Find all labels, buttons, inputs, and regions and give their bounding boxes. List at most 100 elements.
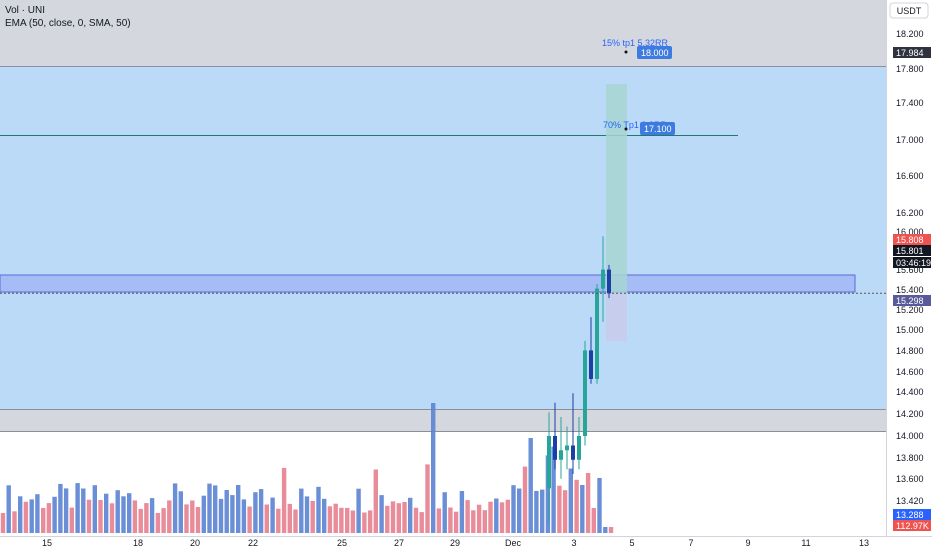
volume-bar — [18, 496, 23, 533]
price-badge — [893, 509, 931, 520]
volume-bar — [574, 479, 579, 533]
price-badge-text: 112.97K — [896, 521, 929, 531]
volume-bar — [167, 500, 172, 533]
price-badge — [893, 257, 931, 268]
volume-bar — [476, 504, 482, 533]
volume-bar — [281, 467, 287, 533]
tp1-badge[interactable] — [637, 46, 672, 59]
volume-bar — [98, 500, 103, 533]
price-tick-label: 16.600 — [896, 171, 924, 181]
time-tick-label: 3 — [571, 538, 576, 548]
candle-body[interactable] — [571, 445, 575, 460]
lower-resistance-zone — [0, 409, 886, 431]
candle-body[interactable] — [577, 435, 581, 460]
candle-body[interactable] — [601, 269, 605, 289]
volume-legend: Vol · UNI — [5, 5, 46, 16]
candle-body[interactable] — [559, 450, 563, 460]
time-tick-label: 18 — [133, 538, 143, 548]
volume-bar — [522, 466, 528, 533]
volume-bar — [534, 490, 539, 533]
price-badge-text: 15.801 — [896, 246, 924, 256]
volume-bar — [402, 502, 407, 533]
volume-bar — [207, 483, 212, 533]
volume-bar — [270, 497, 275, 533]
volume-bar — [29, 499, 34, 533]
volume-bar — [75, 483, 80, 533]
volume-bar — [0, 513, 6, 533]
tp2-badge[interactable] — [640, 122, 675, 135]
price-tick-label: 14.600 — [896, 367, 924, 377]
volume-bar — [453, 511, 459, 533]
volume-bar — [540, 489, 545, 533]
tp1-anchor — [624, 50, 628, 54]
volume-bar — [276, 508, 281, 533]
volume-bar — [608, 527, 614, 533]
volume-bar — [413, 507, 419, 533]
candle-body[interactable] — [547, 435, 551, 489]
volume-bar — [528, 438, 533, 533]
price-tick-label: 17.000 — [896, 135, 924, 145]
volume-bar — [213, 485, 218, 533]
volume-bar — [545, 455, 551, 533]
candle-body[interactable] — [553, 435, 557, 460]
price-tick-label: 14.400 — [896, 387, 924, 397]
volume-bar — [299, 488, 304, 533]
volume-bar — [178, 491, 183, 533]
volume-bar — [58, 483, 63, 533]
volume-bar — [591, 508, 596, 533]
ema-legend[interactable]: EMA (50, close, 0, SMA, 50) — [5, 18, 131, 29]
volume-bar — [304, 496, 310, 533]
volume-bar — [35, 494, 40, 533]
volume-bar — [172, 483, 178, 533]
volume-bar — [562, 490, 568, 533]
volume-bar — [373, 469, 378, 533]
volume-bar — [253, 492, 258, 533]
volume-bar — [511, 485, 516, 533]
volume-bar — [390, 501, 396, 533]
price-tick-label: 14.000 — [896, 431, 924, 441]
currency-label[interactable]: USDT — [897, 6, 922, 16]
price-badge-text: 13.288 — [896, 510, 924, 520]
volume-bar — [448, 507, 453, 533]
volume-bar — [138, 508, 143, 533]
stop-loss-zone[interactable] — [606, 292, 627, 342]
volume-bar — [236, 485, 241, 533]
volume-bar — [201, 495, 206, 533]
tp2-value: 17.100 — [644, 124, 672, 134]
candle-body[interactable] — [607, 269, 611, 294]
candle-body[interactable] — [565, 445, 569, 451]
time-tick-label: 29 — [450, 538, 460, 548]
volume-bar — [12, 511, 17, 533]
volume-bar — [23, 501, 29, 533]
take-profit-zone[interactable] — [606, 84, 627, 293]
candle-body[interactable] — [589, 350, 593, 379]
support-zone-box[interactable] — [0, 274, 856, 293]
volume-bar — [557, 485, 562, 533]
currency-button[interactable] — [889, 2, 929, 19]
volume-bar — [408, 497, 413, 533]
volume-bar — [127, 493, 132, 533]
tp1-label: 15% tp1 5.32RR — [602, 38, 669, 48]
volume-bar — [459, 491, 465, 533]
volume-bar — [603, 527, 608, 533]
time-tick-label: 22 — [248, 538, 258, 548]
volume-bar — [132, 500, 138, 533]
time-tick-label: 20 — [190, 538, 200, 548]
volume-bar — [241, 499, 247, 533]
candle-body[interactable] — [583, 350, 587, 436]
volume-bar — [322, 498, 327, 533]
time-tick-label: 27 — [394, 538, 404, 548]
price-tick-label: 15.400 — [896, 285, 924, 295]
time-tick-label: 15 — [42, 538, 52, 548]
price-badge-text: 15.808 — [896, 235, 924, 245]
volume-bar — [350, 510, 356, 533]
volume-bar — [287, 503, 292, 533]
volume-bar — [144, 503, 149, 533]
volume-bar — [81, 488, 86, 533]
volume-bar — [367, 510, 373, 533]
candle-body[interactable] — [595, 288, 599, 379]
price-tick-label: 18.200 — [896, 29, 924, 39]
time-tick-label: 13 — [859, 538, 869, 548]
